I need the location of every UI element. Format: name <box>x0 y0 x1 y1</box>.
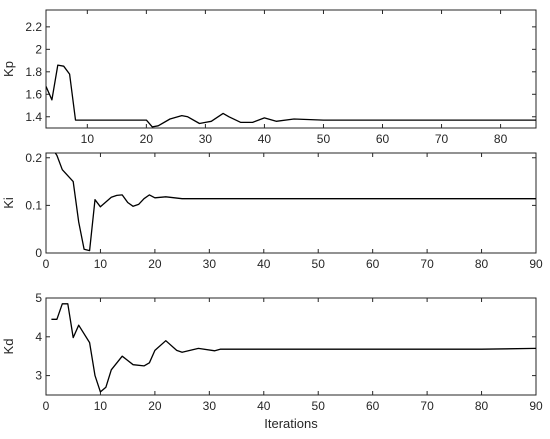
x-tick-label: 70 <box>420 257 434 271</box>
x-tick-label: 40 <box>258 132 272 146</box>
y-tick-label: 1.8 <box>25 65 42 79</box>
x-tick-label: 0 <box>43 257 50 271</box>
x-tick-label: 60 <box>366 257 380 271</box>
x-tick-label: 40 <box>257 257 271 271</box>
x-tick-label: 60 <box>376 132 390 146</box>
x-tick-label: 90 <box>529 257 543 271</box>
subplot-kp: 10 20 30 40 50 60 70 80 1.4 1.6 1.8 2 2.2 Kp <box>1 9 537 146</box>
x-tick-label: 30 <box>203 257 217 271</box>
x-tick-label: 80 <box>475 399 489 413</box>
x-tick-label: 0 <box>43 399 50 413</box>
axes-frame <box>45 152 537 254</box>
y-tick-label: 2 <box>35 42 42 56</box>
x-tick-label: 50 <box>312 399 326 413</box>
x-tick-label: 10 <box>94 257 108 271</box>
series-line-kp <box>46 64 536 128</box>
x-tick-label: 20 <box>148 399 162 413</box>
x-tick-label: 30 <box>203 399 217 413</box>
x-tick-label: 80 <box>475 257 489 271</box>
x-tick-label: 10 <box>81 132 95 146</box>
x-tick-label: 50 <box>312 257 326 271</box>
x-tick-label: 50 <box>317 132 331 146</box>
y-tick-label: 0 <box>35 246 42 260</box>
x-tick-label: 80 <box>494 132 508 146</box>
x-tick-label: 70 <box>420 399 434 413</box>
y-tick-label: 1.6 <box>25 87 42 101</box>
y-tick-label: 3 <box>35 369 42 383</box>
subplot-kd: 0 10 20 30 40 50 60 70 80 90 3 4 5 Kd Iterations <box>1 291 543 431</box>
y-tick-label: 5 <box>35 291 42 305</box>
axes-frame <box>45 9 537 129</box>
y-axis-title: Kp <box>1 61 16 77</box>
y-axis-title: Kd <box>1 339 16 355</box>
series-line-ki <box>54 153 536 252</box>
y-tick-label: 4 <box>35 330 42 344</box>
y-tick-label: 1.4 <box>25 110 42 124</box>
y-tick-label: 0.2 <box>25 151 42 165</box>
x-tick-label: 40 <box>257 399 271 413</box>
x-axis-title: Iterations <box>264 416 318 431</box>
y-tick-label: 2.2 <box>25 20 42 34</box>
subplot-ki: 0 10 20 30 40 50 60 70 80 90 0 0.1 0.2 Ki <box>1 151 543 271</box>
series-line-kd <box>51 303 536 393</box>
x-tick-label: 10 <box>94 399 108 413</box>
x-tick-label: 20 <box>140 132 154 146</box>
x-tick-label: 20 <box>148 257 162 271</box>
x-tick-label: 60 <box>366 399 380 413</box>
axes-frame <box>45 297 537 396</box>
y-axis-title: Ki <box>1 197 16 209</box>
y-tick-label: 0.1 <box>25 198 42 212</box>
x-tick-label: 70 <box>435 132 449 146</box>
x-tick-label: 30 <box>199 132 213 146</box>
x-tick-label: 90 <box>529 399 543 413</box>
